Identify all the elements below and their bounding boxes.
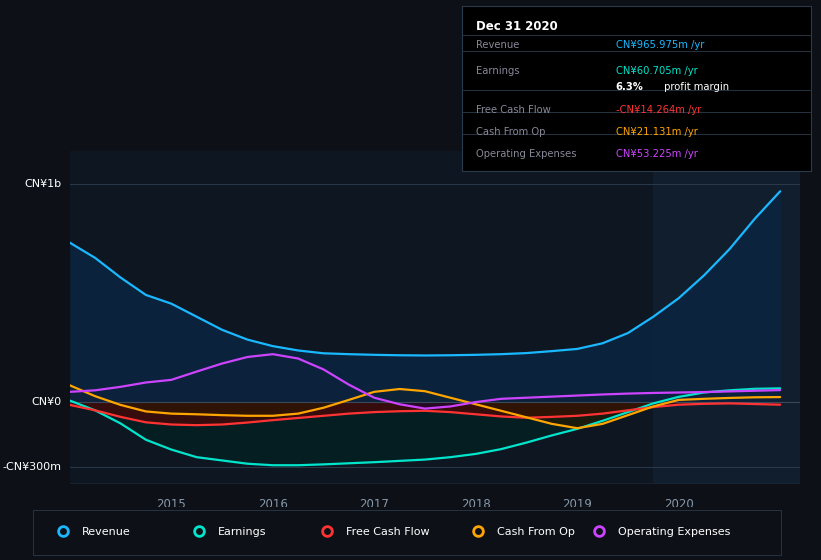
Text: Operating Expenses: Operating Expenses xyxy=(476,150,576,160)
Text: Free Cash Flow: Free Cash Flow xyxy=(476,105,551,115)
Text: CN¥60.705m /yr: CN¥60.705m /yr xyxy=(616,66,698,76)
Text: CN¥0: CN¥0 xyxy=(31,396,61,407)
Text: CN¥1b: CN¥1b xyxy=(24,179,61,189)
Text: Operating Expenses: Operating Expenses xyxy=(618,527,731,537)
Text: Free Cash Flow: Free Cash Flow xyxy=(346,527,430,537)
Text: Earnings: Earnings xyxy=(218,527,266,537)
Bar xyxy=(654,151,800,484)
Text: Earnings: Earnings xyxy=(476,66,520,76)
Text: Revenue: Revenue xyxy=(82,527,131,537)
Text: CN¥53.225m /yr: CN¥53.225m /yr xyxy=(616,150,698,160)
Text: -CN¥14.264m /yr: -CN¥14.264m /yr xyxy=(616,105,701,115)
Text: Cash From Op: Cash From Op xyxy=(498,527,576,537)
Text: profit margin: profit margin xyxy=(661,82,729,92)
Text: Revenue: Revenue xyxy=(476,40,520,50)
Text: CN¥21.131m /yr: CN¥21.131m /yr xyxy=(616,127,698,137)
Text: Cash From Op: Cash From Op xyxy=(476,127,546,137)
Text: 6.3%: 6.3% xyxy=(616,82,644,92)
Text: Dec 31 2020: Dec 31 2020 xyxy=(476,21,558,34)
Text: CN¥965.975m /yr: CN¥965.975m /yr xyxy=(616,40,704,50)
Text: -CN¥300m: -CN¥300m xyxy=(2,462,61,472)
